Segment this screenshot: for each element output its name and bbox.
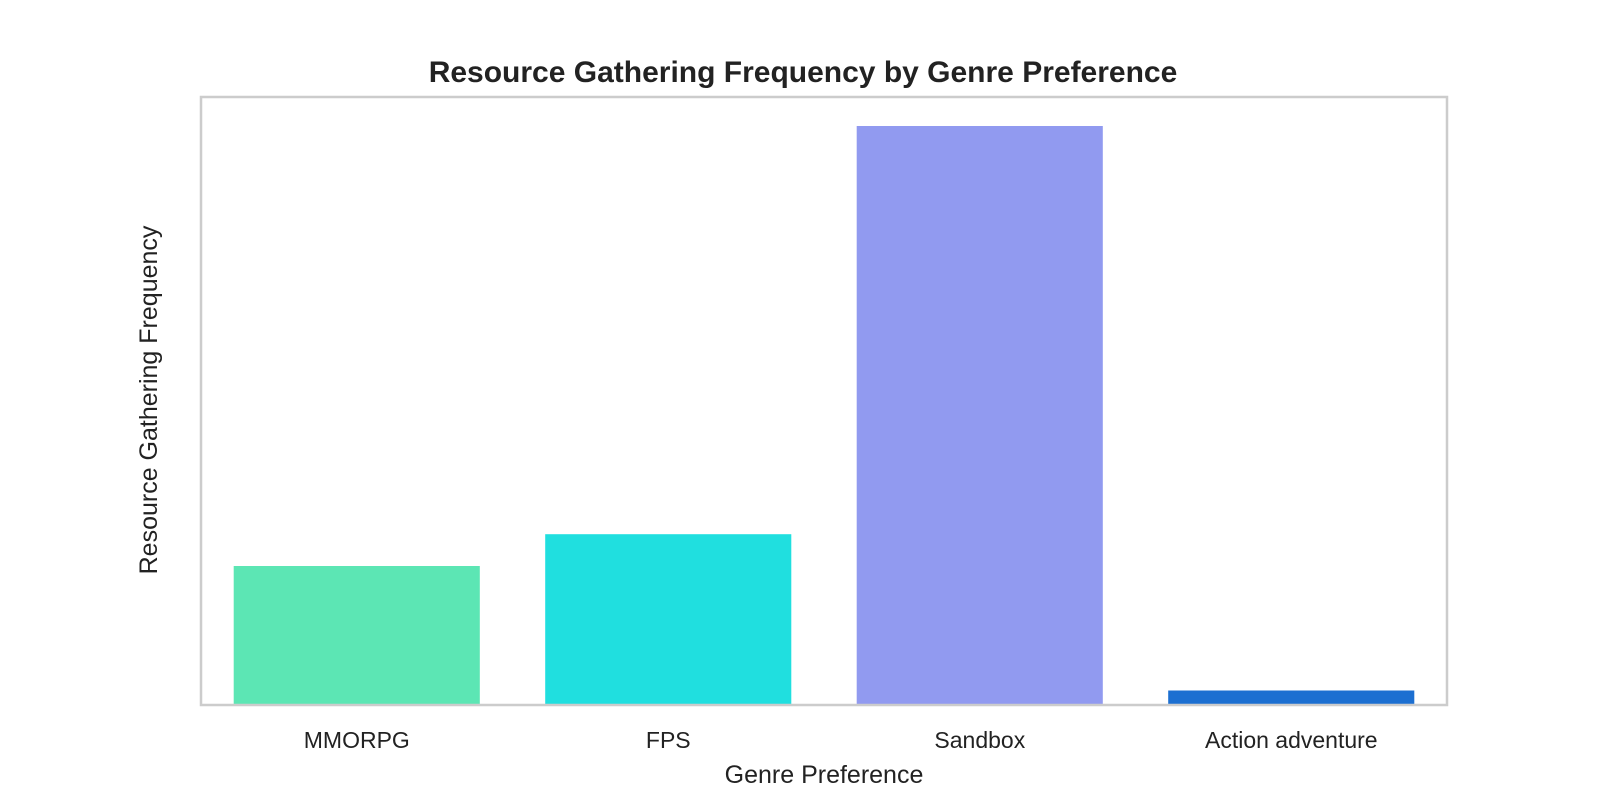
x-tick-label: Action adventure <box>1205 727 1378 753</box>
bars-layer <box>233 126 1415 705</box>
y-axis-label: Resource Gathering Frequency <box>135 225 163 574</box>
bar-sandbox <box>856 126 1103 705</box>
x-tick-label: MMORPG <box>304 727 410 753</box>
x-tick-labels: MMORPG FPS Sandbox Action adventure <box>304 727 1378 753</box>
x-tick-label: Sandbox <box>934 727 1025 753</box>
x-axis-label: Genre Preference <box>725 761 924 789</box>
bar-fps <box>545 534 792 705</box>
x-tick-label: FPS <box>646 727 691 753</box>
bar-mmorpg <box>233 566 480 705</box>
bar-action-adventure <box>1168 690 1415 705</box>
plot-frame <box>199 95 1449 707</box>
chart-title: Resource Gathering Frequency by Genre Pr… <box>429 56 1178 89</box>
